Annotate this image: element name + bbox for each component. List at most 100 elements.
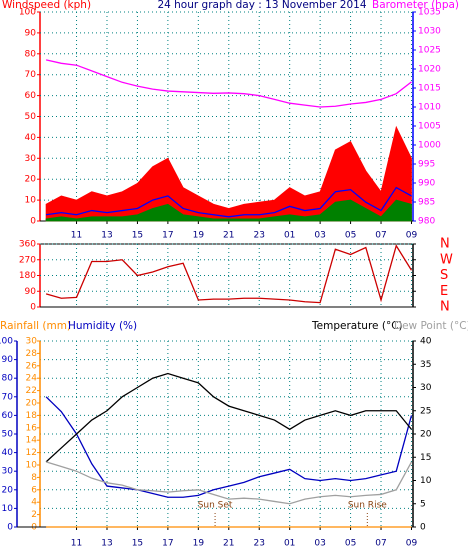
- y-tick-label: 90: [2, 355, 14, 365]
- y2-tick-label: 980: [418, 217, 435, 227]
- x-tick-label: 11: [71, 231, 82, 241]
- y3-tick-label: 20: [26, 399, 38, 409]
- y-tick-label: 20: [25, 175, 37, 185]
- y3-tick-label: 12: [26, 448, 37, 458]
- y2-tick-label: 1005: [418, 122, 441, 132]
- y2-tick-label: 1030: [418, 27, 441, 37]
- y-tick-label: 70: [2, 392, 14, 402]
- y-tick-label: 10: [25, 196, 37, 206]
- x-tick-label: 07: [375, 231, 386, 241]
- y2-tick-label: 990: [418, 179, 435, 189]
- x-tick-label: 11: [71, 539, 82, 549]
- y2-tick-label: 1000: [418, 141, 441, 151]
- x-tick-label: 09: [406, 231, 418, 241]
- temperature-label: Temperature (°C): [311, 320, 403, 332]
- area: [45, 199, 412, 222]
- y2-tick-label: 35: [420, 360, 431, 370]
- y3-tick-label: 6: [31, 485, 37, 495]
- series-line: [45, 244, 413, 304]
- windspeed-label: Windspeed (kph): [2, 0, 91, 11]
- y3-tick-label: 16: [26, 423, 38, 433]
- y2-tick-label: S: [440, 268, 448, 283]
- y-tick-label: 80: [2, 374, 14, 384]
- area: [45, 125, 412, 222]
- y2-tick-label: 15: [420, 453, 431, 463]
- series-line: [45, 396, 413, 498]
- y3-tick-label: 2: [31, 510, 37, 520]
- y2-tick-label: 995: [418, 160, 435, 170]
- y3-tick-label: 24: [26, 374, 38, 384]
- rainfall-label: Rainfall (mm): [0, 320, 71, 332]
- x-tick-label: 21: [223, 539, 234, 549]
- y2-tick-label: 10: [420, 476, 432, 486]
- y2-tick-label: 20: [420, 430, 432, 440]
- x-tick-label: 17: [162, 231, 173, 241]
- y-tick-label: 0: [30, 303, 36, 313]
- x-tick-label: 01: [284, 539, 295, 549]
- y2-tick-label: 1025: [418, 46, 441, 56]
- y-tick-label: 80: [25, 49, 37, 59]
- y2-tick-label: E: [440, 284, 448, 299]
- y3-tick-label: 10: [26, 461, 38, 471]
- x-tick-label: 09: [406, 539, 418, 549]
- y2-tick-label: N: [440, 237, 450, 252]
- barometer-label: Barometer (hpa): [372, 0, 459, 11]
- y-tick-label: 0: [30, 217, 36, 227]
- series-line: [46, 186, 412, 218]
- y3-tick-label: 30: [26, 337, 38, 347]
- y-tick-label: 30: [25, 154, 37, 164]
- y-tick-label: 90: [25, 28, 37, 38]
- y2-tick-label: 30: [420, 383, 432, 393]
- y-tick-label: 20: [2, 485, 14, 495]
- x-tick-label: 21: [223, 231, 234, 241]
- x-tick-label: 15: [132, 539, 143, 549]
- y2-tick-label: 1020: [418, 65, 441, 75]
- series-line: [45, 59, 412, 108]
- y2-tick-label: 1015: [418, 84, 441, 94]
- annotation: Sun Rise: [348, 501, 387, 511]
- x-tick-label: 23: [254, 231, 265, 241]
- x-tick-label: 15: [132, 231, 143, 241]
- series-line: [45, 372, 412, 463]
- y2-tick-label: 5: [420, 499, 426, 509]
- y-tick-label: 180: [19, 271, 36, 281]
- x-tick-label: 13: [101, 231, 112, 241]
- y-tick-label: 50: [2, 430, 14, 440]
- y2-tick-label: 1035: [418, 8, 441, 18]
- x-tick-label: 13: [101, 539, 112, 549]
- humidity-label: Humidity (%): [68, 320, 137, 332]
- chart-title: 24 hour graph day : 13 November 2014: [157, 0, 366, 11]
- y2-tick-label: N: [440, 300, 450, 315]
- x-tick-label: 17: [162, 539, 173, 549]
- x-tick-label: 03: [314, 539, 325, 549]
- y2-tick-label: W: [440, 252, 453, 267]
- y-tick-label: 50: [25, 112, 37, 122]
- x-tick-label: 23: [254, 539, 265, 549]
- y3-tick-label: 26: [26, 361, 38, 371]
- y-tick-label: 100: [19, 8, 36, 18]
- y-tick-label: 100: [0, 337, 13, 347]
- x-tick-label: 05: [345, 539, 356, 549]
- y2-tick-label: 985: [418, 198, 435, 208]
- series-line: [45, 461, 413, 505]
- y3-tick-label: 18: [26, 411, 38, 421]
- dewpoint-label: Dew Point (°C): [394, 320, 468, 332]
- y-tick-label: 70: [25, 70, 37, 80]
- y-tick-label: 30: [2, 467, 14, 477]
- y-tick-label: 40: [2, 448, 14, 458]
- y2-tick-label: 40: [420, 337, 432, 347]
- y-tick-label: 40: [25, 133, 37, 143]
- x-tick-label: 05: [345, 231, 356, 241]
- y-tick-label: 10: [2, 504, 14, 514]
- y3-tick-label: 28: [26, 349, 38, 359]
- y3-tick-label: 22: [26, 386, 37, 396]
- y2-tick-label: 25: [420, 406, 431, 416]
- y2-tick-label: 1010: [418, 103, 441, 113]
- y-tick-label: 0: [7, 523, 13, 533]
- y-tick-label: 360: [19, 240, 36, 250]
- annotation: Sun Set: [198, 501, 233, 511]
- x-tick-label: 01: [284, 231, 295, 241]
- x-tick-label: 19: [193, 231, 205, 241]
- y3-tick-label: 14: [26, 436, 38, 446]
- y3-tick-label: 4: [31, 498, 37, 508]
